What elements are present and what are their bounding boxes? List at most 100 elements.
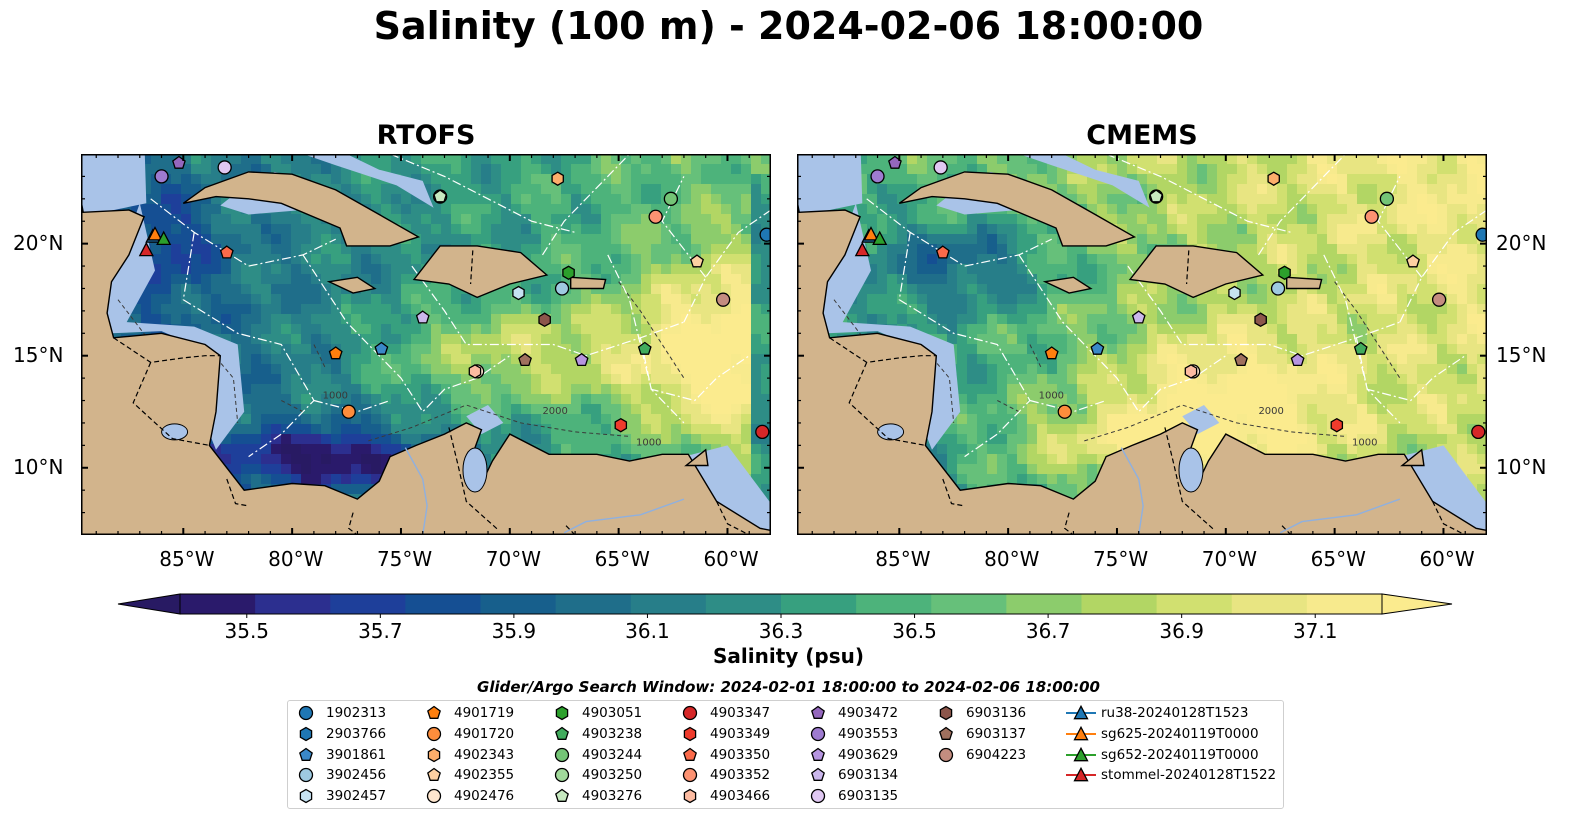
float-4903466 [468,364,482,379]
legend-label: 4903250 [582,767,643,784]
float-4902343 [551,171,564,186]
legend-label: 4903244 [582,746,643,763]
glider-sg652-20240119T0000 [872,230,888,246]
legend-item-4903276: 4903276 [554,786,642,806]
colorbar-segment [405,594,481,614]
lon-tick-label: 65°W [594,547,650,571]
legend-float-marker [555,726,569,740]
legend-label: sg625-20240119T0000 [1101,725,1259,742]
colorbar-extend-low [117,593,181,615]
shelf-area [683,445,771,535]
colorbar-tick-label: 35.5 [224,619,270,643]
legend-label: 4903349 [710,725,771,742]
legend-float-marker [810,789,826,804]
float-4903350 [219,245,234,259]
float-6903137 [1234,352,1248,367]
legend-label: 4902355 [454,767,515,784]
legend-float-marker [811,768,825,782]
legend-item-4902355: 4902355 [426,765,514,785]
contour-label: 1000 [1352,437,1377,448]
colorbar-segment [1306,594,1383,614]
depth-contour [1334,281,1401,379]
legend-item-4903349: 4903349 [682,724,770,744]
glider-sg625-20240119T0000 [147,226,163,241]
legend-label: stommel-20240128T1522 [1101,767,1277,784]
float-4903350 [935,245,950,259]
map-frame [81,154,771,535]
float-3902457 [1228,285,1241,301]
legend-item-4903472: 4903472 [810,703,898,723]
eez-boundary [411,265,685,357]
float-4903352 [1364,209,1379,224]
search-window-text: Glider/Argo Search Window: 2024-02-01 18… [477,678,1100,696]
legend-item-4903553: 4903553 [810,724,898,744]
legend-item-4903051: 4903051 [554,703,642,723]
colorbar-segment [630,594,707,614]
colorbar-segment [781,594,857,614]
land-mainland [797,196,1487,535]
float-3901861 [1090,341,1105,355]
colorbar-segment [480,594,557,614]
panel-title-cmems: CMEMS [1086,120,1198,151]
legend-label: 4903051 [582,705,643,721]
shelf-area [81,154,147,217]
legend-glider-marker [1073,767,1089,782]
land-trinidad [684,448,709,467]
colorbar [117,593,1453,618]
lat-tick-label-left: 20°N [13,230,64,255]
lon-tick-label: 80°W [984,547,1040,571]
float-4901719 [1044,346,1059,360]
legend-item-4901719: 4901719 [426,703,514,723]
legend-label: 4901720 [454,725,515,742]
float-4903629 [574,352,589,367]
lat-tick-label-right: 15°N [1496,342,1547,367]
colorbar-segment [1081,594,1158,614]
legend-item-4903347: 4903347 [682,703,770,723]
river [1120,447,1144,535]
contour-label: 1000 [636,437,661,448]
lon-tick-label: 70°W [485,547,542,571]
legend-item-2903766: 2903766 [298,724,386,744]
legend-float-marker [427,768,441,782]
float-6903136 [1254,312,1267,328]
contour-label: 1000 [323,390,348,401]
country-border [113,337,221,364]
eez-boundary [1127,265,1401,357]
lon-tick-label: 70°W [1201,547,1258,571]
country-border [848,362,926,446]
legend-float-marker [298,705,314,721]
eez-boundary [1323,254,1401,424]
legend-float-marker [939,726,953,740]
country-border [1279,523,1292,535]
legend-item-4903250: 4903250 [554,765,642,785]
land-puertorico [1286,276,1323,290]
country-border [1186,250,1190,285]
legend-label: 4903352 [710,767,771,784]
river [404,447,428,535]
legend-item-6903136: 6903136 [938,703,1026,723]
lat-tick-label-right: 20°N [1496,230,1547,255]
float-3902456 [554,281,570,296]
float-6903134 [415,310,430,324]
legend-float-marker [810,726,826,741]
legend-label: 4903629 [838,746,899,763]
legend-item-6903134: 6903134 [810,765,898,785]
legend-float-marker [682,705,698,721]
float-4903466 [1184,364,1198,379]
land-puertorico [570,276,607,290]
legend-label: 4903276 [582,788,643,805]
eez-boundary [389,154,576,233]
legend-float-marker [555,788,569,803]
legend-label: 4901719 [454,705,515,721]
float-4901720 [341,404,356,419]
depth-contour [1084,404,1346,442]
float-4903051 [562,265,575,281]
eez-boundary [1105,154,1292,233]
colorbar-tick-label: 35.7 [358,619,403,643]
eez-boundary [1399,209,1487,323]
legend-label: sg652-20240119T0000 [1101,746,1259,763]
legend-float-marker [426,726,442,741]
lon-tick-label: 60°W [1419,547,1475,571]
depth-contour [368,404,630,442]
colorbar-segment [330,594,406,614]
